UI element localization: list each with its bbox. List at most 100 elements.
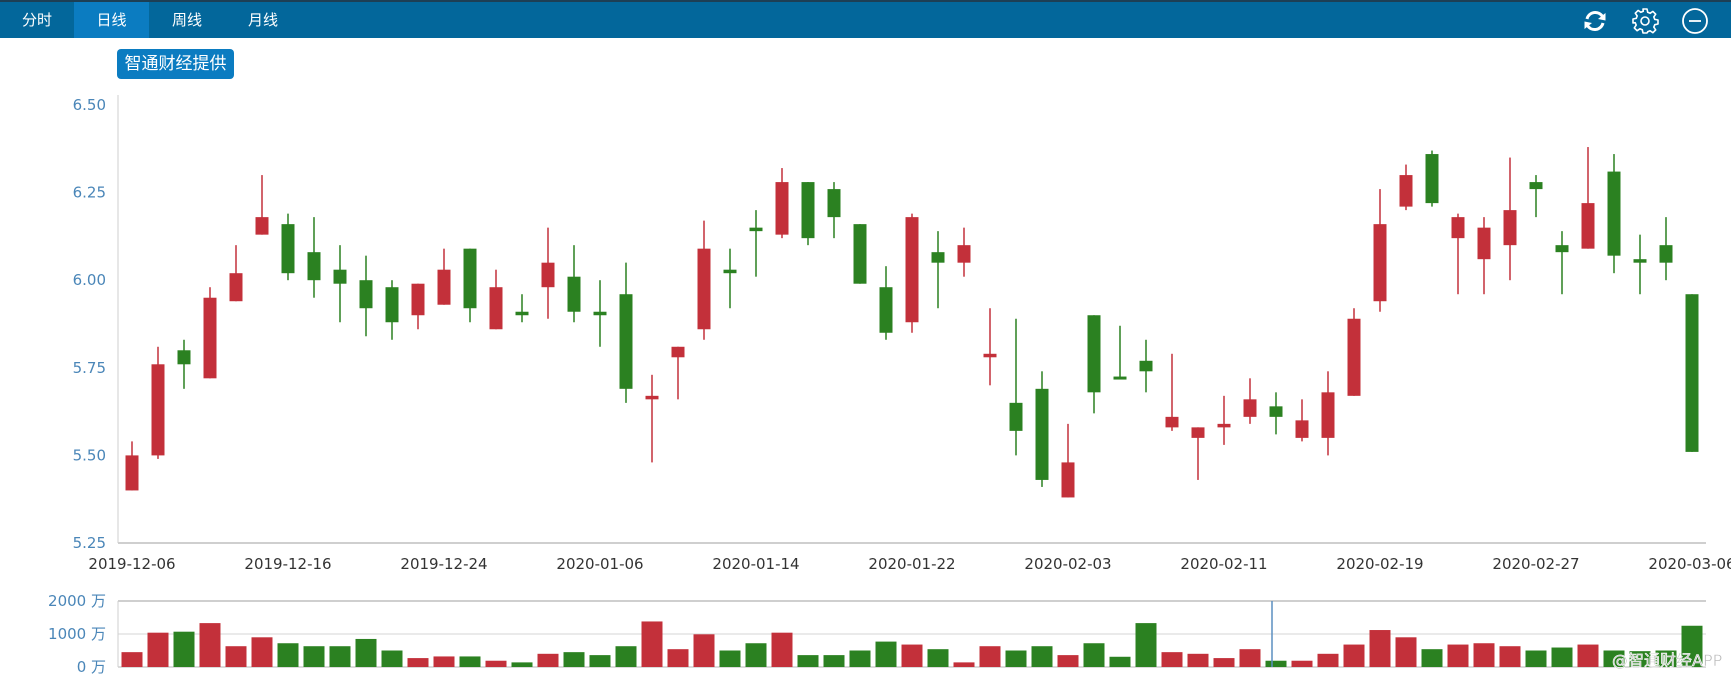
candle <box>1321 371 1335 456</box>
candle-body <box>385 287 399 323</box>
candle-body <box>151 364 165 456</box>
candle <box>749 210 763 277</box>
candle-body <box>801 182 815 239</box>
candle-body <box>1269 406 1283 417</box>
candle-body <box>359 280 373 309</box>
volume-bar <box>1005 650 1027 667</box>
tab-monthly[interactable]: 月线 <box>247 11 278 29</box>
candle <box>1399 164 1413 211</box>
x-tick-label: 2020-01-14 <box>712 555 799 573</box>
candle-body <box>1035 388 1049 480</box>
candle-body <box>827 189 841 218</box>
candle <box>1529 175 1543 218</box>
candle-body <box>1607 171 1621 256</box>
candle <box>1139 339 1153 393</box>
candle-body <box>515 311 529 316</box>
candle <box>1477 217 1491 295</box>
volume-bar <box>1395 637 1417 667</box>
candle-body <box>1243 399 1257 417</box>
candle-body <box>879 287 893 333</box>
candle-body <box>1139 360 1153 372</box>
volume-bar <box>1031 646 1053 667</box>
candle-body <box>1633 259 1647 263</box>
volume-bar <box>511 662 533 667</box>
candle <box>853 224 867 284</box>
candle-body <box>411 283 425 316</box>
x-tick-label: 2020-02-11 <box>1180 555 1267 573</box>
volume-bar <box>1577 644 1599 667</box>
candle <box>1113 325 1127 380</box>
candle-body <box>333 269 347 284</box>
candle <box>931 231 945 309</box>
candle <box>1165 353 1179 431</box>
candle <box>1633 234 1647 295</box>
candle <box>1373 189 1387 312</box>
y-tick-label: 5.25 <box>73 534 106 552</box>
candle-body <box>645 395 659 400</box>
candle-body <box>1373 224 1387 302</box>
candle <box>1581 147 1595 249</box>
y-tick-label: 6.50 <box>73 96 106 114</box>
candle-body <box>1425 154 1439 204</box>
candle-body <box>1295 420 1309 438</box>
candle-body <box>983 353 997 358</box>
candle-body <box>1061 462 1075 498</box>
candle-body <box>671 346 685 358</box>
volume-tick-label: 2000 万 <box>48 592 106 610</box>
candle-body <box>1113 376 1127 380</box>
candle-body <box>1009 402 1023 431</box>
volume-chart: 2000 万 1000 万 0 万 <box>48 592 1706 676</box>
volume-bar <box>1681 625 1703 667</box>
date-axis: 2019-12-06 2019-12-16 2019-12-24 2020-01-06… <box>88 555 1731 573</box>
tab-weekly[interactable]: 周线 <box>171 11 202 29</box>
candle <box>1555 231 1569 295</box>
candle-body <box>1477 227 1491 260</box>
volume-bar <box>1265 660 1287 667</box>
gear-icon[interactable] <box>1631 7 1659 35</box>
volume-bar <box>979 646 1001 667</box>
volume-bar <box>1499 646 1521 667</box>
volume-bar <box>1109 656 1131 667</box>
candle-body <box>1217 423 1231 428</box>
candle <box>1503 157 1517 281</box>
candle-body <box>853 224 867 284</box>
candle <box>619 262 633 403</box>
candle <box>489 269 503 330</box>
candle <box>411 283 425 330</box>
x-tick-label: 2019-12-06 <box>88 555 175 573</box>
candle <box>983 308 997 386</box>
candle <box>671 346 685 400</box>
volume-bar <box>693 634 715 667</box>
minus-circle-icon[interactable] <box>1681 7 1709 35</box>
candle-body <box>1529 182 1543 190</box>
y-tick-label: 6.00 <box>73 271 106 289</box>
candle <box>723 248 737 309</box>
candle <box>515 294 529 323</box>
volume-bar <box>1291 660 1313 667</box>
candle-body <box>619 294 633 389</box>
tab-intraday[interactable]: 分时 <box>21 11 52 29</box>
candle <box>437 248 451 305</box>
refresh-icon[interactable] <box>1581 7 1609 35</box>
volume-bar <box>901 644 923 667</box>
candle <box>125 441 139 491</box>
x-tick-label: 2020-02-27 <box>1492 555 1579 573</box>
candle-body <box>541 262 555 288</box>
volume-bar <box>719 650 741 667</box>
volume-bar <box>667 649 689 667</box>
x-tick-label: 2020-01-06 <box>556 555 643 573</box>
volume-bar <box>1525 650 1547 667</box>
candle-body <box>307 252 321 281</box>
candle-body <box>1399 175 1413 207</box>
tab-daily[interactable]: 日线 <box>74 2 149 38</box>
volume-bar <box>589 655 611 667</box>
volume-bar <box>875 641 897 667</box>
candle <box>1295 399 1309 442</box>
volume-bar <box>1655 650 1677 667</box>
volume-bar <box>329 646 351 667</box>
volume-bar <box>433 656 455 667</box>
volume-bar <box>745 643 767 667</box>
volume-bar <box>485 660 507 667</box>
volume-bar <box>1551 647 1573 667</box>
